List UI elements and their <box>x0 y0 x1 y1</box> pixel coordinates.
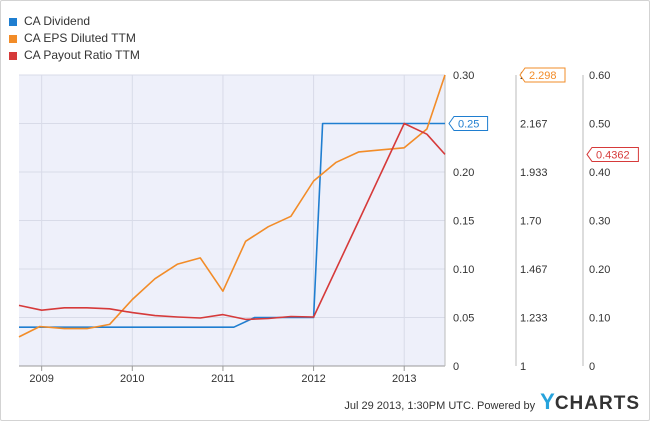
axis-tick-label-left: 0.30 <box>453 70 474 82</box>
axis-tick-label-right1: 1.933 <box>520 167 548 179</box>
series-line-1 <box>18 74 446 338</box>
footer-timestamp: Jul 29 2013, 1:30PM UTC. Powered by <box>344 400 536 412</box>
axis-tick-label-left: 0.20 <box>453 167 474 179</box>
legend-label: CA EPS Diluted TTM <box>24 31 136 45</box>
legend-item[interactable]: CA Payout Ratio TTM <box>9 47 140 64</box>
legend-swatch <box>9 34 17 43</box>
axis-tick-label-right2: 0.30 <box>589 216 610 228</box>
last-value-flag-1 <box>519 67 566 83</box>
axis-tick-label-left: 0.05 <box>453 313 474 325</box>
axis-tick-label-right1: 1.70 <box>520 216 541 228</box>
axis-tick-label-right1: 1.467 <box>520 264 548 276</box>
x-tick-label: 2010 <box>120 373 144 385</box>
axis-tick-label-right1: 1 <box>520 361 526 373</box>
x-tick-label: 2013 <box>392 373 416 385</box>
axis-tick-label-left: 0.10 <box>453 264 474 276</box>
legend-swatch <box>9 17 17 26</box>
legend: CA Dividend CA EPS Diluted TTM CA Payout R… <box>9 13 140 64</box>
axis-tick-label-right2: 0.20 <box>589 264 610 276</box>
series-line-2 <box>18 122 446 321</box>
last-value-flag-0 <box>448 116 489 131</box>
ycharts-logo-charts: CHARTS <box>554 393 640 414</box>
legend-label: CA Dividend <box>24 14 91 28</box>
ycharts-logo[interactable]: Y CHARTS <box>540 389 640 415</box>
axis-tick-label-right2: 0.40 <box>589 167 610 179</box>
ycharts-logo-y: Y <box>540 389 555 414</box>
axis-tick-label-left: 0.15 <box>453 216 474 228</box>
last-value-label-2: 0.4362 <box>596 149 630 161</box>
axis-tick-label-right2: 0 <box>589 361 595 373</box>
axis-tick-label-right2: 0.60 <box>589 70 610 82</box>
last-value-label-1: 2.298 <box>529 70 557 82</box>
axis-tick-label-right2: 0.50 <box>589 119 610 131</box>
legend-label: CA Payout Ratio TTM <box>24 48 140 62</box>
x-tick-label: 2012 <box>301 373 325 385</box>
axis-tick-label-right1: 2.167 <box>520 119 548 131</box>
last-value-flag-2 <box>586 146 639 162</box>
x-tick-label: 2011 <box>211 373 235 385</box>
axis-tick-label-right2: 0.10 <box>589 313 610 325</box>
axis-tick-label-right1: 1.233 <box>520 313 548 325</box>
legend-swatch <box>9 51 17 60</box>
legend-item[interactable]: CA Dividend <box>9 13 140 30</box>
legend-item[interactable]: CA EPS Diluted TTM <box>9 30 140 47</box>
footer: Jul 29 2013, 1:30PM UTC. Powered by Y CH… <box>344 389 640 415</box>
last-value-label-0: 0.25 <box>458 119 479 131</box>
axis-tick-label-left: 0 <box>453 361 459 373</box>
x-tick-label: 2009 <box>29 373 53 385</box>
